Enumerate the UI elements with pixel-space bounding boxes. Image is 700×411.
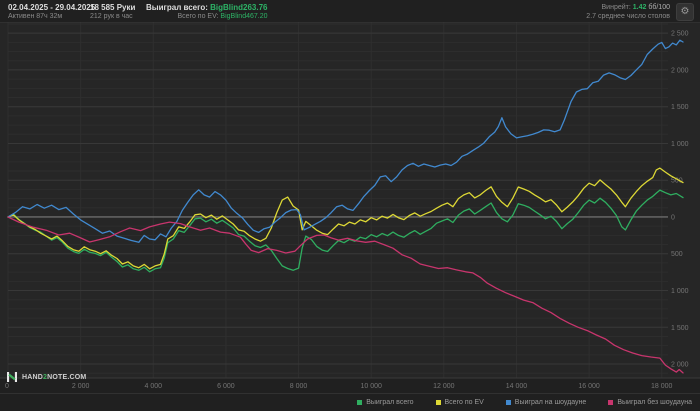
won-total-line: Выиграл всего: BigBlind263.76 [146,3,268,12]
legend-marker-ev-total [435,400,441,405]
active-time: Активен 87ч 32м [8,13,63,20]
svg-text:12 000: 12 000 [433,383,455,390]
hand2note-logo-icon [7,372,17,382]
svg-text:1 000: 1 000 [671,288,689,295]
winrate-line: Винрейт: 1.42 бб/100 [601,4,670,11]
legend-marker-won-total [357,400,363,405]
legend-item-won-total[interactable]: Выиграл всего [357,399,414,406]
stat-date-range: 02.04.2025 - 29.04.2025 Активен 87ч 32м [8,0,96,21]
svg-text:16 000: 16 000 [578,383,600,390]
svg-text:1 500: 1 500 [671,325,689,332]
legend-marker-won-showdown [505,400,511,405]
series-line-ev-total [7,167,684,270]
stat-winnings: Выиграл всего: BigBlind263.76 Всего по E… [146,0,268,21]
svg-text:2 000: 2 000 [671,362,689,369]
svg-text:2 500: 2 500 [671,31,689,38]
svg-text:6 000: 6 000 [217,383,235,390]
legend-item-won-non-showdown[interactable]: Выиграл без шоудауна [608,399,692,406]
series-line-won-non-showdown [7,216,684,374]
svg-text:1 000: 1 000 [671,141,689,148]
winnings-graph[interactable]: 0 2 000 4 000 6 000 8 000 10 000 12 000 14 000 1… [0,0,700,393]
ev-total-line: Всего по EV: BigBlind467.20 [177,13,268,20]
legend-item-ev-total[interactable]: Всего по EV [435,399,484,406]
date-range: 02.04.2025 - 29.04.2025 [8,3,96,12]
svg-text:8 000: 8 000 [290,383,308,390]
chart-legend: Выиграл всего Всего по EV Выиграл на шоуда… [0,393,700,411]
svg-text:14 000: 14 000 [506,383,528,390]
won-total-value: BigBlind263.76 [210,3,268,12]
winrate-value: 1.42 [632,4,647,11]
legend-label-won-non-showdown: Выиграл без шоудауна [617,399,692,406]
legend-label-ev-total: Всего по EV [444,399,484,406]
series-line-won-total [7,189,684,273]
series-line-won-showdown [7,39,684,243]
graph-settings-button[interactable]: ⚙ [676,3,694,21]
ev-total-value: BigBlind467.20 [220,13,268,20]
legend-label-won-showdown: Выиграл на шоудауне [514,399,587,406]
gear-icon: ⚙ [680,6,690,17]
svg-text:2 000: 2 000 [671,67,689,74]
svg-text:1 500: 1 500 [671,104,689,111]
stats-header: 02.04.2025 - 29.04.2025 Активен 87ч 32м … [0,0,700,22]
hands-per-hour: 212 рук в час [90,13,133,20]
svg-text:0: 0 [5,383,9,390]
svg-text:10 000: 10 000 [360,383,382,390]
svg-text:500: 500 [671,178,683,185]
svg-text:4 000: 4 000 [145,383,163,390]
legend-item-won-showdown[interactable]: Выиграл на шоудауне [505,399,587,406]
hand2note-logo-text: HAND2NOTE.COM [22,373,87,381]
hand2note-logo[interactable]: HAND2NOTE.COM [6,371,86,383]
legend-marker-won-non-showdown [608,400,614,405]
legend-label-won-total: Выиграл всего [366,399,414,406]
stat-winrate: Винрейт: 1.42 бб/100 2.7 среднее число с… [586,0,670,21]
svg-text:0: 0 [671,214,675,221]
stat-hands: 18 585 Руки 212 рук в час [90,0,142,21]
svg-text:500: 500 [671,251,683,258]
svg-text:2 000: 2 000 [72,383,90,390]
hands-count: 18 585 Руки [90,3,136,12]
svg-text:18 000: 18 000 [651,383,673,390]
avg-tables: 2.7 среднее число столов [586,13,670,20]
